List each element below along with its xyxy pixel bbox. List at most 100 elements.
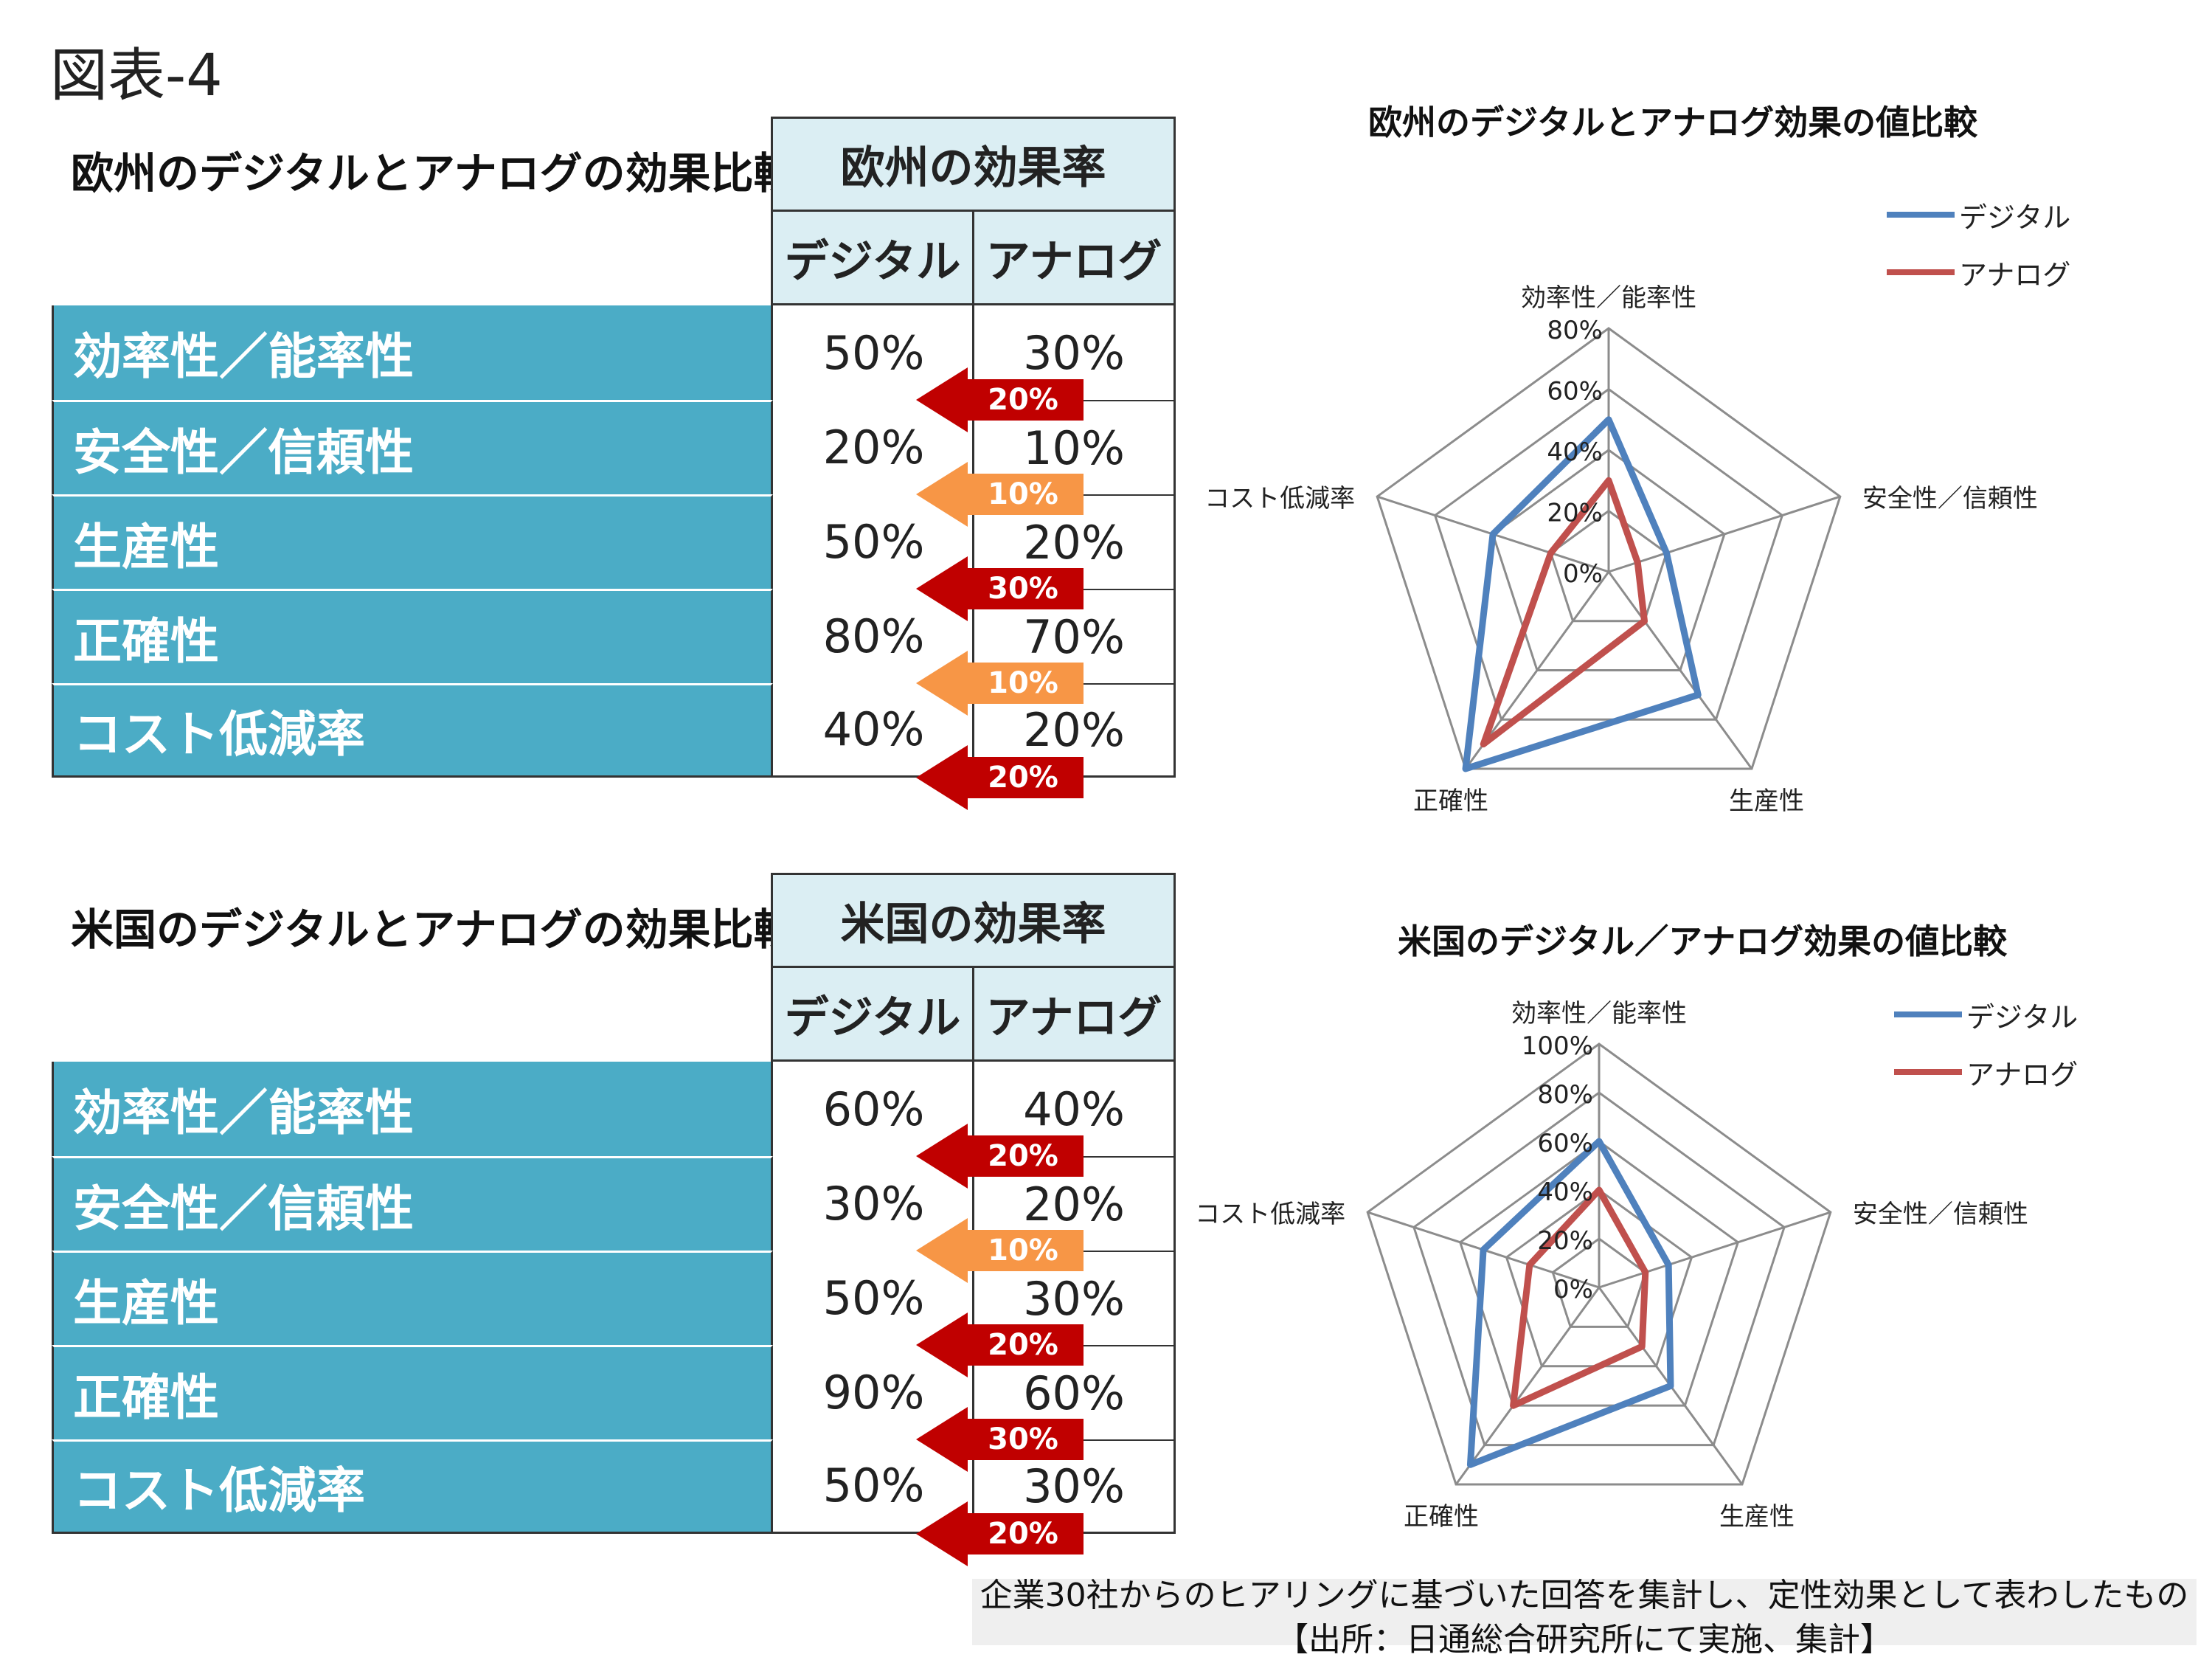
row-label: 効率性／能率性 xyxy=(52,305,773,400)
difference-value: 30% xyxy=(988,1422,1058,1456)
legend-swatch xyxy=(1887,212,1955,218)
digital-value: 50% xyxy=(773,1439,974,1534)
tick-label: 40% xyxy=(1547,438,1603,467)
table-title: 欧州のデジタルとアナログの効果比較 xyxy=(71,148,797,198)
row-label: 安全性／信頼性 xyxy=(52,1156,773,1251)
legend-item: デジタル xyxy=(1887,186,2070,243)
table-row: 効率性／能率性 50% 30% xyxy=(52,305,1176,400)
row-label: 生産性 xyxy=(52,1251,773,1345)
difference-value: 20% xyxy=(988,1517,1058,1551)
table-title: 米国のデジタルとアナログの効果比較 xyxy=(71,905,797,955)
grid-ring xyxy=(1376,327,1842,770)
chart-title: 欧州のデジタルとアナログ効果の値比較 xyxy=(1368,103,1978,142)
column-header-digital: デジタル xyxy=(771,966,974,1062)
legend-swatch xyxy=(1894,1011,1962,1017)
digital-value: 80% xyxy=(822,609,925,663)
table-row: 安全性／信頼性 20% 10% xyxy=(52,400,1176,494)
table-row: 正確性 90% 60% xyxy=(52,1345,1176,1439)
difference-value: 20% xyxy=(988,383,1058,417)
legend-swatch xyxy=(1887,269,1955,275)
left-arrow-icon xyxy=(916,1407,1084,1472)
chart-title: 米国のデジタル／アナログ効果の値比較 xyxy=(1398,921,2008,961)
arrow-shape xyxy=(916,651,1084,716)
tick-label: 20% xyxy=(1547,499,1603,528)
row-label: コスト低減率 xyxy=(52,1439,773,1534)
column-divider xyxy=(972,589,974,683)
difference-arrow: 10% xyxy=(916,651,1084,716)
column-divider xyxy=(972,494,974,589)
left-arrow-icon xyxy=(916,367,1084,432)
left-arrow-icon xyxy=(916,556,1084,621)
arrow-shape xyxy=(916,1124,1084,1189)
table-body: 効率性／能率性 50% 30% 安全性／信頼性 20% 10% 生産性 50% … xyxy=(52,305,1176,778)
left-arrow-icon xyxy=(916,1218,1084,1283)
legend-label: アナログ xyxy=(1959,258,2071,291)
arrow-shape xyxy=(916,745,1084,810)
column-divider xyxy=(972,305,974,400)
left-arrow-icon xyxy=(916,745,1084,810)
difference-arrow: 20% xyxy=(916,1501,1084,1566)
table-body: 効率性／能率性 60% 40% 安全性／信頼性 30% 20% 生産性 50% … xyxy=(52,1062,1176,1534)
column-divider xyxy=(972,1062,974,1156)
tick-label: 80% xyxy=(1547,316,1603,345)
difference-arrow: 20% xyxy=(916,1313,1084,1377)
source-line-2: 【出所：日通総合研究所にて実施、集計】 xyxy=(1276,1621,1893,1659)
digital-value: 20% xyxy=(822,420,925,474)
difference-arrow: 10% xyxy=(916,462,1084,527)
column-header-analog: アナログ xyxy=(972,966,1176,1062)
row-label: 生産性 xyxy=(52,494,773,589)
column-divider xyxy=(972,1156,974,1251)
difference-arrow: 20% xyxy=(916,1124,1084,1189)
row-label: コスト低減率 xyxy=(52,683,773,778)
digital-value: 60% xyxy=(822,1082,925,1136)
source-note: 企業30社からのヒアリングに基づいた回答を集計し、定性効果として表わしたもの 【… xyxy=(972,1577,2197,1659)
row-label: 安全性／信頼性 xyxy=(52,400,773,494)
column-divider xyxy=(972,1439,974,1534)
legend-label: アナログ xyxy=(1966,1058,2078,1091)
legend-item: デジタル xyxy=(1894,986,2078,1043)
left-arrow-icon xyxy=(916,462,1084,527)
difference-value: 30% xyxy=(988,572,1058,606)
difference-value: 10% xyxy=(988,666,1058,700)
column-header-digital: デジタル xyxy=(771,210,974,305)
analog-value: 40% xyxy=(974,1062,1176,1156)
row-label: 正確性 xyxy=(52,1345,773,1439)
column-divider xyxy=(972,1345,974,1439)
difference-value: 20% xyxy=(988,761,1058,795)
arrow-shape xyxy=(916,1313,1084,1377)
digital-value: 50% xyxy=(822,325,925,380)
axis-spoke xyxy=(1608,495,1841,573)
difference-arrow: 30% xyxy=(916,1407,1084,1472)
category-label: 生産性 xyxy=(1729,786,1804,816)
table-row: 安全性／信頼性 30% 20% xyxy=(52,1156,1176,1251)
analog-value: 10% xyxy=(974,400,1176,494)
row-label: 効率性／能率性 xyxy=(52,1062,773,1156)
difference-arrow: 30% xyxy=(916,556,1084,621)
left-arrow-icon xyxy=(916,1501,1084,1566)
difference-value: 20% xyxy=(988,1328,1058,1362)
arrow-shape xyxy=(916,367,1084,432)
category-label: 正確性 xyxy=(1413,786,1488,816)
grid-ring xyxy=(1433,387,1784,721)
difference-arrow: 20% xyxy=(916,367,1084,432)
left-arrow-icon xyxy=(916,1124,1084,1189)
left-arrow-icon xyxy=(916,651,1084,716)
digital-value: 90% xyxy=(822,1365,925,1419)
difference-value: 10% xyxy=(988,1234,1058,1268)
tick-label: 0% xyxy=(1563,559,1603,589)
arrow-shape xyxy=(916,1501,1084,1566)
grid-ring xyxy=(1491,449,1726,671)
tick-label: 60% xyxy=(1547,377,1603,407)
category-label: コスト低減率 xyxy=(1204,484,1355,513)
arrow-shape xyxy=(916,1407,1084,1472)
table-header: 欧州の効果率 xyxy=(771,117,1176,212)
difference-arrow: 20% xyxy=(916,745,1084,810)
table-header: 米国の効果率 xyxy=(771,873,1176,968)
source-line-1: 企業30社からのヒアリングに基づいた回答を集計し、定性効果として表わしたもの xyxy=(980,1577,2189,1614)
digital-value: 50% xyxy=(822,514,925,569)
difference-value: 10% xyxy=(988,477,1058,511)
arrow-shape xyxy=(916,556,1084,621)
table-row: 正確性 80% 70% xyxy=(52,589,1176,683)
category-label: 安全性／信頼性 xyxy=(1862,484,2038,513)
table-row: 生産性 50% 20% xyxy=(52,494,1176,589)
